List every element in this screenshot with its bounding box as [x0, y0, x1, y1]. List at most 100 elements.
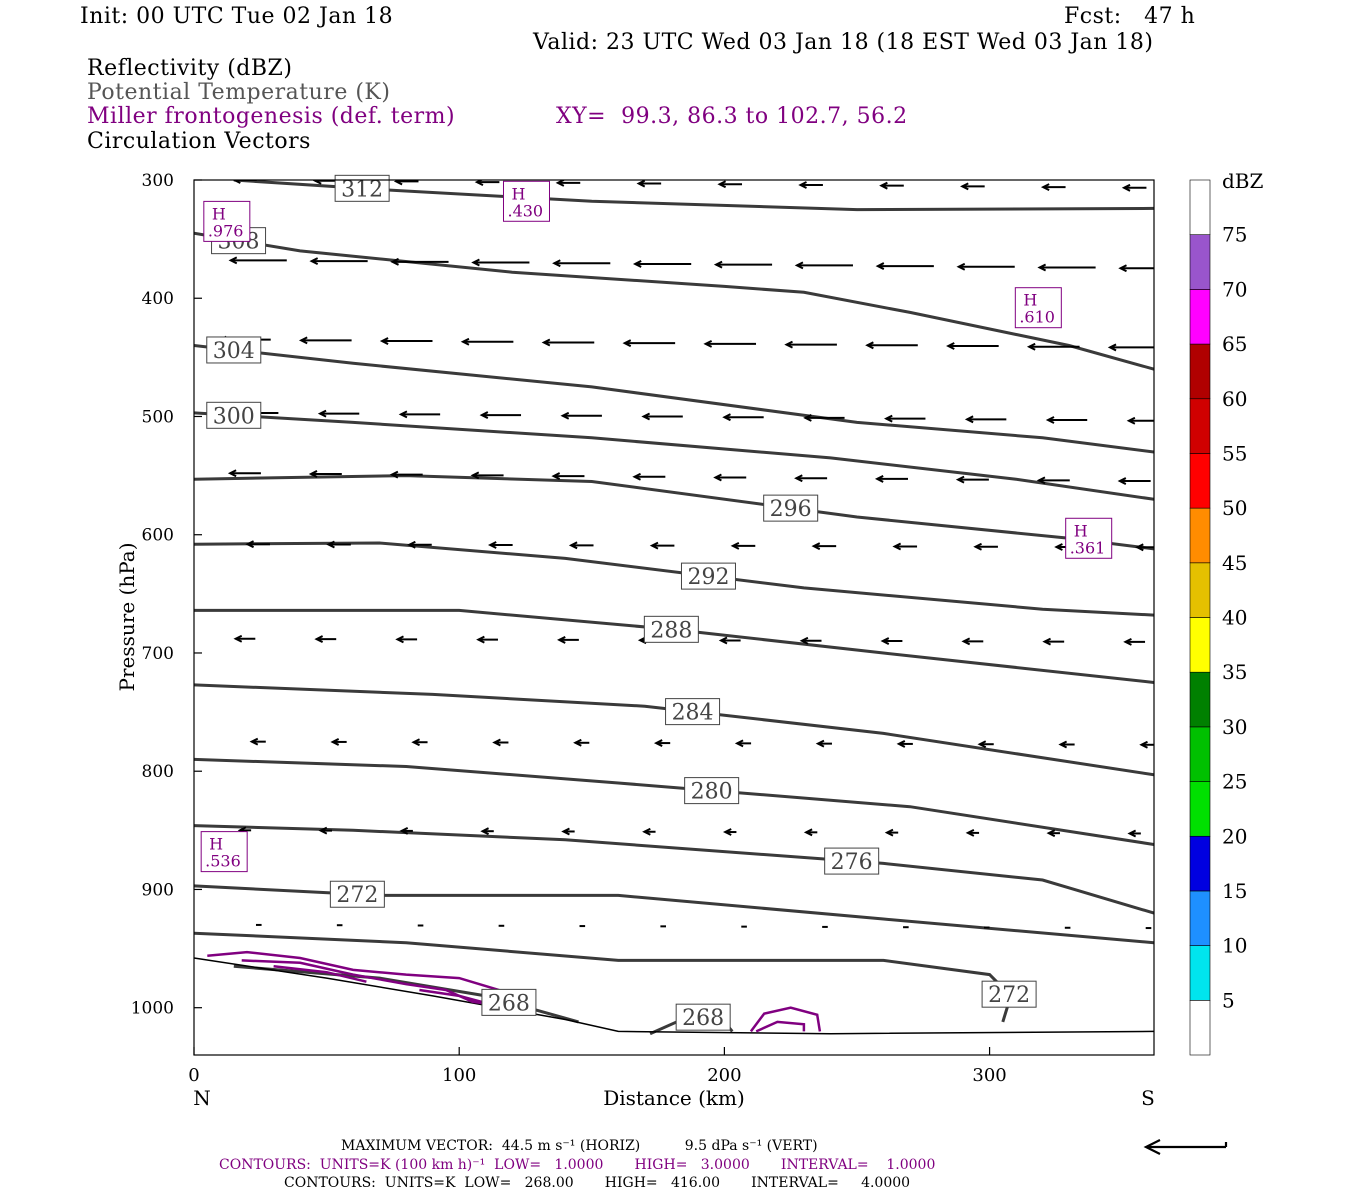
colorbar-label: 25 — [1222, 770, 1247, 794]
circulation-vector — [1040, 183, 1066, 191]
circulation-vector — [713, 260, 773, 269]
colorbar-swatch — [1189, 617, 1211, 673]
svg-text:272: 272 — [988, 983, 1030, 1008]
theta-contour-label: 284 — [665, 698, 721, 726]
colorbar-swatch — [1189, 453, 1211, 509]
circulation-vector — [492, 738, 509, 747]
x-tick-label: 200 — [707, 1065, 741, 1086]
colorbar-swatch — [1189, 562, 1211, 618]
theta-contour-line — [194, 683, 1154, 777]
y-tick-label: 500 — [142, 407, 174, 427]
circulation-vector — [973, 542, 998, 551]
circulation-vector — [879, 181, 904, 190]
y-tick-label: 900 — [142, 880, 174, 900]
circulation-vector — [896, 740, 913, 748]
circulation-vector — [541, 338, 595, 347]
circulation-vector — [1046, 829, 1060, 838]
circulation-vector — [398, 410, 441, 419]
colorbar-swatch — [1189, 781, 1211, 837]
colorbar-label: 75 — [1222, 223, 1247, 247]
theta-contour-label: 296 — [763, 494, 819, 522]
field-potential-temperature: Potential Temperature (K) — [87, 80, 391, 105]
colorbar-label: 50 — [1222, 496, 1247, 520]
frontogenesis-contour — [755, 1020, 806, 1033]
colorbar-label: 55 — [1222, 441, 1247, 465]
colorbar: 5 10 15 20 25 30 35 40 45 50 55 60 65 70 75 — [1189, 179, 1247, 1056]
circulation-vector — [314, 635, 337, 643]
svg-text:288: 288 — [650, 618, 692, 643]
colorbar-label: 10 — [1222, 934, 1247, 958]
circulation-vector — [298, 336, 352, 345]
theta-contour-label: 276 — [824, 847, 880, 875]
svg-text:280: 280 — [691, 780, 733, 805]
circulation-vector — [803, 414, 845, 422]
circulation-vector — [232, 180, 257, 184]
circulation-vector — [730, 541, 756, 550]
circulation-vector — [960, 182, 985, 191]
circulation-vector — [1042, 637, 1065, 646]
circulation-vector — [964, 415, 1007, 424]
svg-text:300: 300 — [213, 404, 255, 429]
maximum-symbol: H — [1074, 521, 1088, 540]
frontogenesis-contour — [749, 1006, 822, 1033]
circulation-vector — [636, 180, 662, 188]
circulation-vector — [722, 828, 737, 836]
circulation-vector — [326, 540, 351, 549]
svg-text:268: 268 — [488, 991, 530, 1016]
fronto-contour-info: CONTOURS: UNITS=K (100 km h)⁻¹ LOW= 1.00… — [219, 1157, 936, 1173]
init-time: Init: 00 UTC Tue 02 Jan 18 — [80, 4, 394, 29]
x-axis-north-label: N — [193, 1086, 211, 1110]
circulation-vector — [703, 339, 757, 348]
circulation-vector — [815, 739, 832, 748]
circulation-vector — [1123, 638, 1146, 646]
svg-text:268: 268 — [682, 1006, 724, 1031]
circulation-vector — [1121, 183, 1147, 192]
circulation-vector — [228, 256, 287, 265]
colorbar-swatch — [1189, 398, 1211, 454]
circulation-vector — [799, 636, 822, 645]
circulation-vector — [568, 541, 594, 550]
circulation-vector — [956, 262, 1015, 271]
colorbar-label: 45 — [1222, 551, 1247, 575]
colorbar-swatch — [1189, 179, 1211, 235]
maximum-symbol: H — [209, 835, 223, 854]
colorbar-label: 70 — [1222, 277, 1247, 301]
theta-contour-line — [194, 474, 1154, 551]
colorbar-swatch — [1189, 343, 1211, 400]
circulation-vector — [1026, 342, 1080, 351]
svg-text:272: 272 — [336, 883, 378, 908]
svg-text:312: 312 — [341, 177, 383, 202]
circulation-vector — [390, 257, 449, 266]
circulation-vector — [573, 738, 590, 747]
y-tick-label: 300 — [142, 171, 174, 191]
colorbar-swatch — [1189, 726, 1211, 782]
circulation-vector — [476, 635, 498, 644]
circulation-vector — [312, 180, 338, 185]
circulation-vector — [784, 340, 837, 349]
frontogenesis-contours — [207, 950, 822, 1033]
max-vector-info: MAXIMUM VECTOR: 44.5 m s⁻¹ (HORIZ) 9.5 d… — [341, 1138, 818, 1154]
circulation-vector — [884, 414, 926, 423]
colorbar-label: 15 — [1222, 879, 1247, 903]
frontogenesis-contour — [419, 988, 487, 1005]
circulation-vector — [245, 540, 270, 549]
circulation-vector — [874, 475, 908, 483]
circulation-vector — [961, 637, 984, 646]
theta-contour-line — [194, 411, 1154, 501]
circulation-vector — [1135, 543, 1154, 552]
svg-text:296: 296 — [770, 497, 812, 522]
circulation-vector — [718, 636, 741, 645]
theta-contour-line — [194, 231, 1154, 371]
forecast-hour: Fcst: 47 h — [1064, 4, 1196, 29]
x-axis-south-label: S — [1141, 1086, 1155, 1110]
colorbar-unit: dBZ — [1222, 169, 1264, 193]
circulation-vector — [622, 339, 676, 348]
circulation-vector — [641, 412, 683, 421]
circulation-vector — [379, 337, 433, 345]
circulation-vector — [561, 827, 575, 836]
theta-contour-line — [194, 344, 1154, 454]
maximum-symbol: H — [212, 204, 226, 223]
circulation-vector — [875, 262, 934, 270]
circulation-vector — [1045, 416, 1088, 424]
